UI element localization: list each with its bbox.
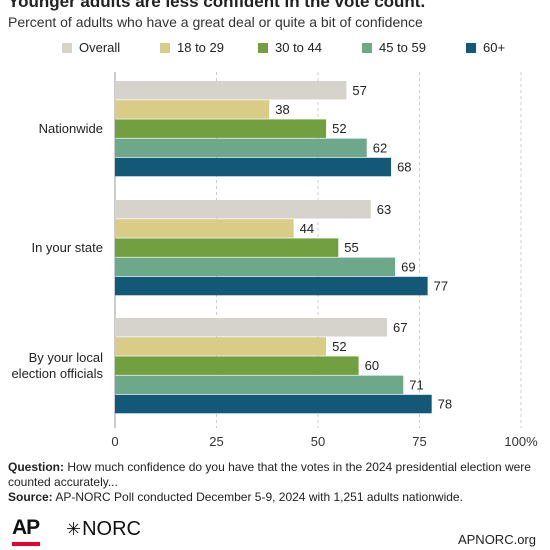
x-tick-label: 50 <box>311 434 325 449</box>
bar <box>115 119 327 138</box>
bar <box>115 81 347 100</box>
source-label: Source: <box>8 490 53 504</box>
x-tick-label: 25 <box>209 434 223 449</box>
legend-label: Overall <box>79 40 121 55</box>
bar <box>115 276 428 296</box>
bar-value-label: 69 <box>401 259 415 274</box>
ap-logo: AP <box>12 516 40 539</box>
bar-value-label: 44 <box>300 221 314 236</box>
bar-value-label: 62 <box>373 140 387 155</box>
source-text: AP-NORC Poll conducted December 5-9, 202… <box>55 490 463 504</box>
bar <box>115 100 270 119</box>
bar <box>115 257 396 277</box>
legend-swatch <box>62 42 72 53</box>
legend-swatch <box>160 42 170 53</box>
chart-title: Younger adults are less confident in the… <box>8 0 426 11</box>
legend-swatch <box>362 42 372 53</box>
bar-value-label: 63 <box>377 202 391 217</box>
footer-question: Question: How much confidence do you hav… <box>8 460 538 490</box>
bar <box>115 394 432 414</box>
x-tick-label: 75 <box>412 434 426 449</box>
legend-item: 60+ <box>466 40 505 55</box>
bar <box>115 356 359 375</box>
x-tick-label: 100% <box>504 434 538 449</box>
legend-label: 60+ <box>483 40 506 55</box>
footer-source: Source: AP-NORC Poll conducted December … <box>8 490 538 504</box>
legend-item: Overall <box>62 40 120 55</box>
bar-value-label: 67 <box>393 320 407 335</box>
legend-label: 45 to 59 <box>379 40 426 55</box>
bar <box>115 318 388 337</box>
bar-value-label: 77 <box>434 279 448 294</box>
legend: Overall 18 to 29 30 to 44 45 to 59 60+ <box>0 40 550 58</box>
bar <box>115 138 367 158</box>
bar-value-label: 38 <box>275 102 289 117</box>
bar <box>115 375 404 395</box>
legend-item: 18 to 29 <box>160 40 224 55</box>
category-label: Nationwide <box>39 121 103 136</box>
question-label: Question: <box>8 460 64 474</box>
norc-logo-text: NORC <box>82 518 141 540</box>
legend-item: 45 to 59 <box>362 40 426 55</box>
legend-label: 30 to 44 <box>275 40 322 55</box>
question-text: How much confidence do you have that the… <box>8 460 531 489</box>
bar <box>115 238 339 257</box>
norc-star-icon: ✳ <box>66 519 82 539</box>
bar <box>115 337 327 356</box>
bar-value-label: 60 <box>365 358 379 373</box>
bar-value-label: 52 <box>332 339 346 354</box>
norc-logo: ✳NORC <box>66 518 141 541</box>
ap-logo-bar <box>12 542 40 546</box>
bar <box>115 219 294 238</box>
bar-value-label: 78 <box>438 397 452 412</box>
category-label: In your state <box>31 240 103 255</box>
legend-swatch <box>466 42 476 53</box>
bar-chart: 0 25 50 75 100% 57 38 52 62 68 63 44 55 69 77 67 52 60 71 7… <box>11 72 538 449</box>
bar <box>115 200 371 219</box>
legend-label: 18 to 29 <box>177 40 224 55</box>
bar-value-label: 71 <box>409 377 423 392</box>
bar-value-label: 55 <box>344 240 358 255</box>
x-tick-label: 0 <box>111 434 118 449</box>
bar <box>115 157 392 177</box>
legend-swatch <box>258 42 268 53</box>
chart-subtitle: Percent of adults who have a great deal … <box>8 14 423 30</box>
bar-value-label: 52 <box>332 121 346 136</box>
legend-item: 30 to 44 <box>258 40 322 55</box>
category-label: By your local election officials <box>11 350 103 381</box>
bar-value-label: 68 <box>397 160 411 175</box>
bar-value-label: 57 <box>352 83 366 98</box>
site-url: APNORC.org <box>457 532 536 547</box>
